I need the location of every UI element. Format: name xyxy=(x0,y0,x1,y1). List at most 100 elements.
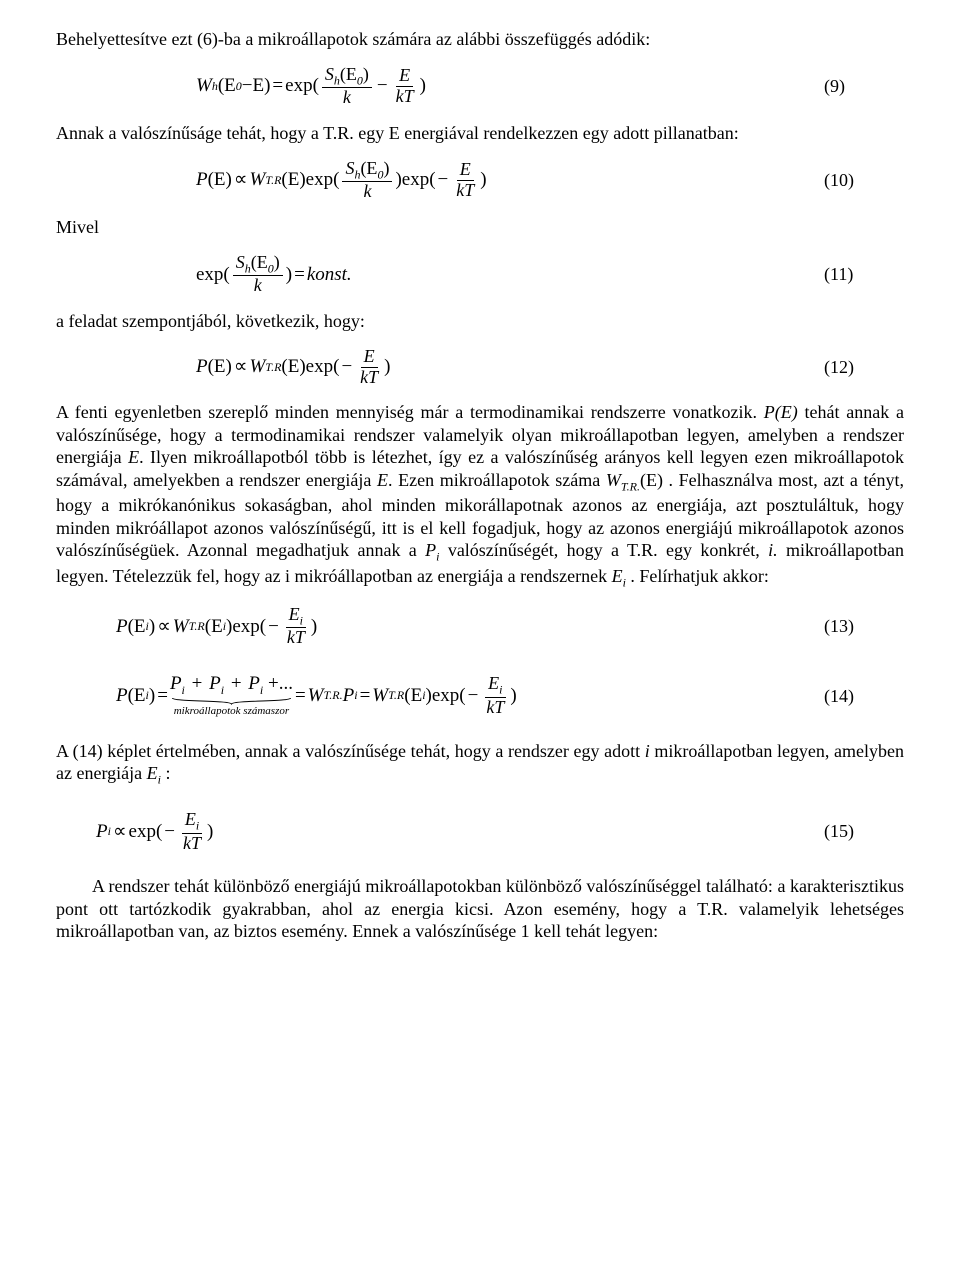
eq15-Psub: i xyxy=(108,824,111,839)
p4-E2: E xyxy=(377,470,388,490)
eq9-arg2: −E) xyxy=(242,74,271,98)
eq14-neg: − xyxy=(468,684,479,708)
eq10-frac2: E kT xyxy=(453,160,477,201)
eq10-frac1: Sh(E0) k xyxy=(342,159,392,203)
p4-g: . Ezen mikroállapotok száma xyxy=(388,470,606,490)
eq15-neg: − xyxy=(164,820,175,844)
eq10-exp1: exp( xyxy=(306,168,340,192)
eq14-eq1: = xyxy=(157,684,168,708)
eq11-number: (11) xyxy=(824,263,904,286)
paragraph-5: A (14) képlet értelmében, annak a valósz… xyxy=(56,740,904,788)
eq13-neg: − xyxy=(268,615,279,639)
eq14-W1sub: T.R. xyxy=(324,688,343,703)
p4-i-it: i. xyxy=(768,540,778,560)
eq12-P: P xyxy=(196,355,208,379)
eq11-close: ) xyxy=(286,263,292,287)
eq12-number: (12) xyxy=(824,356,904,379)
eq13-P: P xyxy=(116,615,128,639)
eq10-P: P xyxy=(196,168,208,192)
eq12-Wsub: T.R xyxy=(265,360,281,375)
eq14-eq3: = xyxy=(360,684,371,708)
eq14-W2: W xyxy=(372,684,388,708)
equation-15: Pi ∝ exp( − Ei kT ) (15) xyxy=(56,810,904,854)
paragraph-intro: Behelyettesítve ezt (6)-ba a mikroállapo… xyxy=(56,28,904,51)
eq14-eq2: = xyxy=(295,684,306,708)
eq14-underbrace-label: mikroállapotok számaszor xyxy=(174,706,289,717)
eq10-Warg: (E) xyxy=(281,168,305,192)
eq13-Warg-open: (E xyxy=(205,615,223,639)
eq10-close2: ) xyxy=(480,168,486,192)
eq13-number: (13) xyxy=(824,615,904,638)
paragraph-2: Annak a valószínűságe tehát, hogy a T.R.… xyxy=(56,122,904,145)
eq12-neg: − xyxy=(341,355,352,379)
eq14-P1: P xyxy=(343,684,355,708)
eq11-frac: Sh(E0) k xyxy=(233,253,283,297)
eq9-number: (9) xyxy=(824,75,904,98)
paragraph-4: A fenti egyenletben szereplő minden menn… xyxy=(56,401,904,590)
p4-k: valószínűségét, hogy a T.R. egy konkrét, xyxy=(439,540,768,560)
equation-9: Wh (E0 −E) = exp( Sh(E0) k − E kT ) (9) xyxy=(56,65,904,109)
eq12-prop: ∝ xyxy=(234,355,248,379)
eq9-W: W xyxy=(196,74,212,98)
eq10-number: (10) xyxy=(824,169,904,192)
eq9-minus: − xyxy=(377,74,388,98)
eq14-W2arg-open: (E xyxy=(404,684,422,708)
eq14-number: (14) xyxy=(824,685,904,708)
eq10-Wsub: T.R xyxy=(265,173,281,188)
eq14-exp: exp( xyxy=(432,684,466,708)
eq12-frac: E kT xyxy=(357,347,381,388)
eq15-P: P xyxy=(96,820,108,844)
p4-W: WT.R.(E) xyxy=(606,470,663,490)
eq13-Parg-close: ) xyxy=(149,615,155,639)
eq14-W1: W xyxy=(308,684,324,708)
p4-PE: P(E) xyxy=(764,402,798,422)
eq14-close: ) xyxy=(510,684,516,708)
eq12-exp: exp( xyxy=(306,355,340,379)
p5-Ei: Ei xyxy=(147,763,161,783)
eq14-Parg-open: (E xyxy=(128,684,146,708)
paragraph-6: A rendszer tehát különböző energiájú mik… xyxy=(56,875,904,943)
p4-o: . Felírhatjuk akkor: xyxy=(626,566,769,586)
p4-Ei: Ei xyxy=(612,566,626,586)
eq12-W: W xyxy=(249,355,265,379)
eq15-close: ) xyxy=(207,820,213,844)
eq11-exp: exp( xyxy=(196,263,230,287)
eq14-P: P xyxy=(116,684,128,708)
p5-e: : xyxy=(161,763,171,783)
eq9-close: ) xyxy=(420,74,426,98)
eq14-frac: Ei kT xyxy=(483,674,507,718)
eq10-Parg: (E) xyxy=(208,168,232,192)
eq10-neg: − xyxy=(438,168,449,192)
eq13-Parg-open: (E xyxy=(128,615,146,639)
p4-E1: E xyxy=(128,447,139,467)
eq13-frac: Ei kT xyxy=(284,605,308,649)
eq13-Wsub: T.R xyxy=(189,619,205,634)
eq13-prop: ∝ xyxy=(157,615,171,639)
p4-a: A fenti egyenletben szereplő minden menn… xyxy=(56,402,764,422)
eq9-exp: exp( xyxy=(285,74,319,98)
eq13-W: W xyxy=(173,615,189,639)
equation-10: P (E) ∝ WT.R (E) exp( Sh(E0) k ) exp( − … xyxy=(56,159,904,203)
eq12-Parg: (E) xyxy=(208,355,232,379)
eq11-konst: konst. xyxy=(307,263,352,287)
eq13-exp: exp( xyxy=(232,615,266,639)
equation-12: P (E) ∝ WT.R (E) exp( − E kT ) (12) xyxy=(56,347,904,388)
eq15-prop: ∝ xyxy=(113,820,127,844)
eq9-frac1: Sh(E0) k xyxy=(322,65,372,109)
mivel-label: Mivel xyxy=(56,216,904,239)
eq9-eq: = xyxy=(272,74,283,98)
eq10-prop: ∝ xyxy=(234,168,248,192)
equation-14: P (Ei) = Pi + Pi + Pi +... mikroállapoto… xyxy=(56,674,904,718)
eq10-W: W xyxy=(249,168,265,192)
p5-a: A (14) képlet értelmében, annak a valósz… xyxy=(56,741,645,761)
eq9-paren1: (E xyxy=(218,74,236,98)
eq14-underbrace: Pi + Pi + Pi +... mikroállapotok számasz… xyxy=(170,674,293,717)
eq15-number: (15) xyxy=(824,820,904,843)
equation-13: P (Ei) ∝ WT.R (Ei) exp( − Ei kT ) (13) xyxy=(56,605,904,649)
eq12-close: ) xyxy=(384,355,390,379)
eq15-frac: Ei kT xyxy=(180,810,204,854)
p4-Pi: Pi xyxy=(425,540,439,560)
eq9-frac2: E kT xyxy=(393,66,417,107)
eq13-close: ) xyxy=(311,615,317,639)
eq15-exp: exp( xyxy=(129,820,163,844)
